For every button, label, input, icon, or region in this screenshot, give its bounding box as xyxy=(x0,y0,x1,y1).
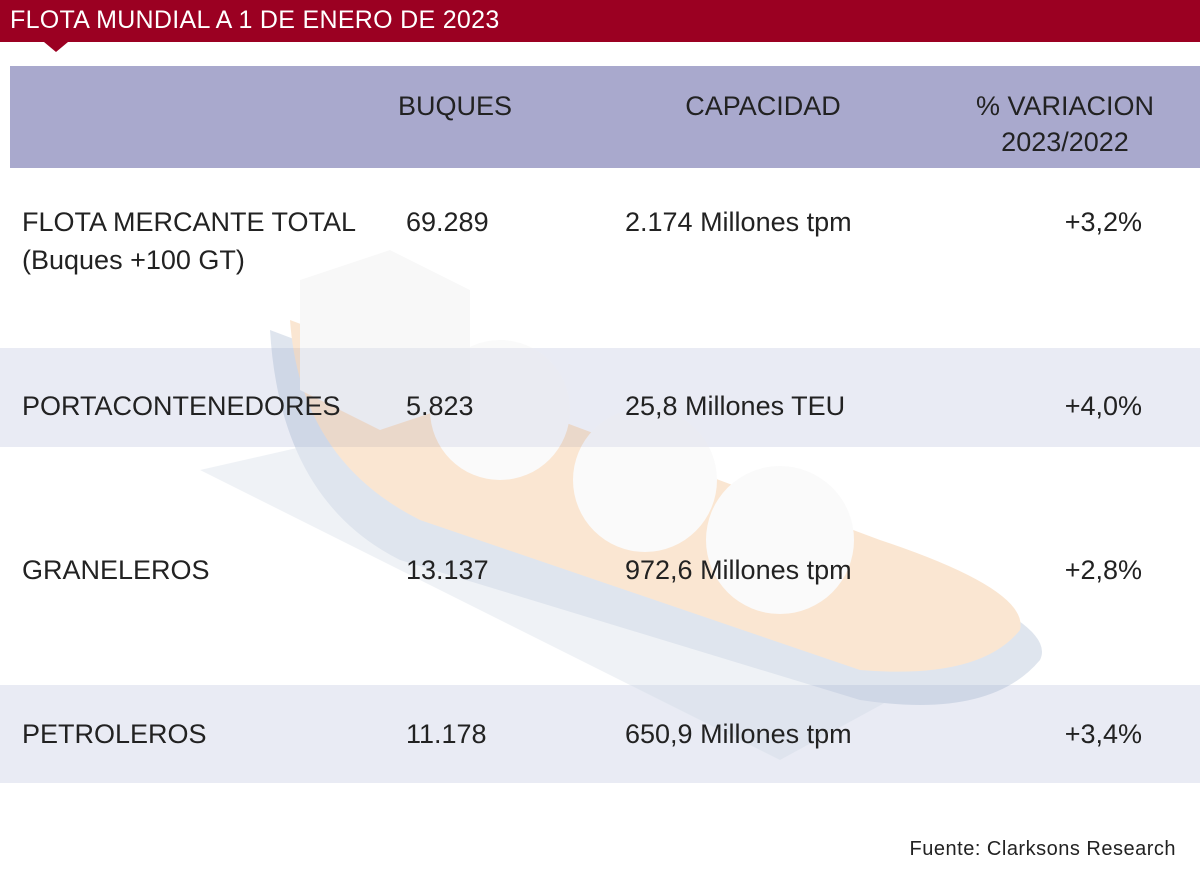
capacity-cell: 650,9 Millones tpm xyxy=(625,719,852,749)
capacity-cell: 25,8 Millones TEU xyxy=(625,391,846,421)
row-band xyxy=(0,348,1200,447)
ships-cell: 69.289 xyxy=(406,207,489,237)
variation-cell: +3,4% xyxy=(1064,719,1142,749)
capacity-cell: 972,6 Millones tpm xyxy=(625,555,852,585)
source-note: Fuente: Clarksons Research xyxy=(909,838,1176,860)
title: FLOTA MUNDIAL A 1 DE ENERO DE 2023 xyxy=(10,6,500,34)
ships-cell: 5.823 xyxy=(406,391,474,421)
variation-cell: +2,8% xyxy=(1064,555,1142,585)
variation-cell: +3,2% xyxy=(1064,207,1142,237)
title-bar xyxy=(0,0,1200,42)
title-notch xyxy=(44,42,68,52)
column-header: 2023/2022 xyxy=(1001,127,1129,157)
column-header: % VARIACION xyxy=(975,91,1155,121)
capacity-cell: 2.174 Millones tpm xyxy=(625,207,852,237)
ships-cell: 11.178 xyxy=(406,719,487,749)
row-band xyxy=(0,685,1200,783)
variation-cell: +4,0% xyxy=(1064,391,1142,421)
row-label: FLOTA MERCANTE TOTAL xyxy=(22,207,357,237)
row-label: (Buques +100 GT) xyxy=(22,245,245,275)
ships-cell: 13.137 xyxy=(406,555,489,585)
table-header xyxy=(10,66,1200,168)
column-header: CAPACIDAD xyxy=(685,91,841,121)
row-label: PORTACONTENEDORES xyxy=(22,391,341,421)
row-label: GRANELEROS xyxy=(22,555,210,585)
row-label: PETROLEROS xyxy=(22,719,207,749)
column-header: BUQUES xyxy=(397,91,513,121)
